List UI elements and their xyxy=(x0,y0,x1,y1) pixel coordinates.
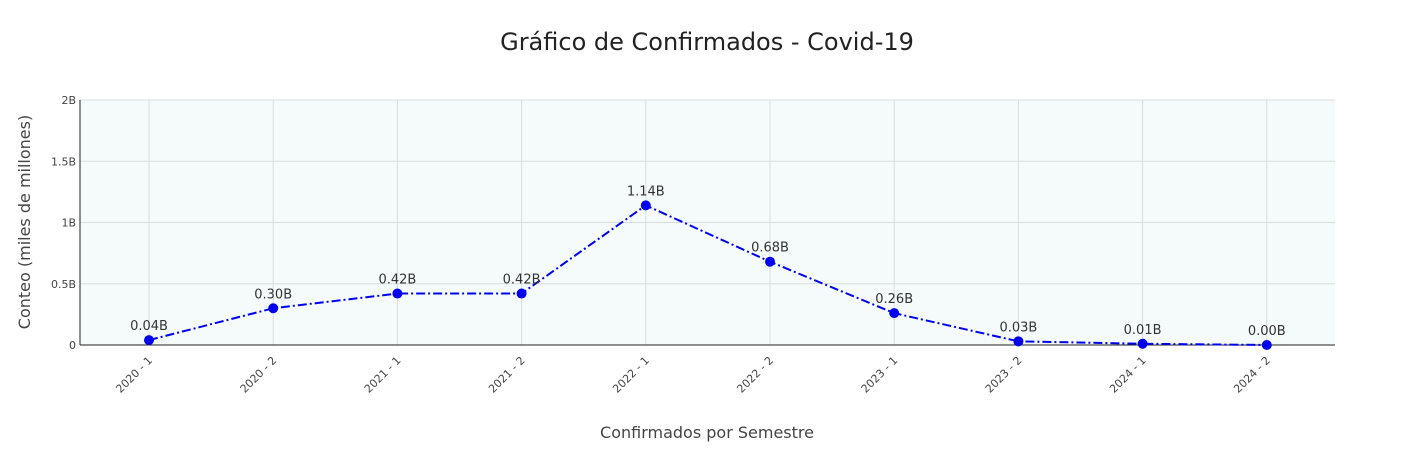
y-tick-label: 1.5B xyxy=(51,155,76,168)
data-label: 0.68B xyxy=(751,241,789,256)
series-line xyxy=(148,204,1267,346)
y-axis-title: Conteo (miles de millones) xyxy=(15,115,34,329)
data-point xyxy=(392,288,403,299)
x-tick-label: 2021 - 1 xyxy=(362,354,404,396)
data-label: 0.00B xyxy=(1248,324,1286,339)
data-point xyxy=(889,308,900,319)
data-label: 0.42B xyxy=(503,273,541,288)
data-point xyxy=(1013,336,1024,347)
y-tick-label: 0 xyxy=(69,339,76,352)
data-label: 0.03B xyxy=(999,320,1037,335)
data-label: 0.42B xyxy=(378,273,416,288)
series xyxy=(144,200,1272,350)
x-tick-label: 2020 - 1 xyxy=(113,354,155,396)
axes xyxy=(79,100,1335,346)
data-point xyxy=(144,335,154,346)
x-axis-title: Confirmados por Semestre xyxy=(600,423,814,442)
y-tick-label: 1B xyxy=(61,217,76,230)
data-label: 0.04B xyxy=(130,319,168,334)
x-tick-label: 2023 - 2 xyxy=(983,354,1025,396)
data-point xyxy=(765,256,775,267)
x-tick-label: 2022 - 2 xyxy=(734,354,776,396)
grid xyxy=(80,99,1335,345)
data-label: 1.14B xyxy=(627,184,665,199)
x-tick-label: 2024 - 2 xyxy=(1231,354,1273,396)
data-point xyxy=(1137,338,1148,349)
data-point xyxy=(516,288,527,299)
data-label: 0.01B xyxy=(1124,323,1162,338)
data-label: 0.30B xyxy=(254,287,292,302)
x-tick-label: 2023 - 1 xyxy=(859,354,901,396)
x-tick-label: 2020 - 2 xyxy=(238,354,280,396)
data-labels: 0.04B 0.30B 0.42B 0.42B 1.14B 0.68B 0.26B 0.03B… xyxy=(130,184,1286,339)
data-point xyxy=(1261,340,1272,350)
data-point xyxy=(640,200,651,211)
y-tick-label: 0.5B xyxy=(51,278,76,291)
x-tick-label: 2024 - 1 xyxy=(1107,354,1149,396)
x-tick-label: 2021 - 2 xyxy=(486,354,528,396)
y-tick-label: 2B xyxy=(61,94,76,107)
chart-title: Gráfico de Confirmados - Covid-19 xyxy=(500,28,914,56)
data-label: 0.26B xyxy=(875,292,913,307)
x-tick-label: 2022 - 1 xyxy=(610,354,652,396)
data-point xyxy=(268,303,279,314)
